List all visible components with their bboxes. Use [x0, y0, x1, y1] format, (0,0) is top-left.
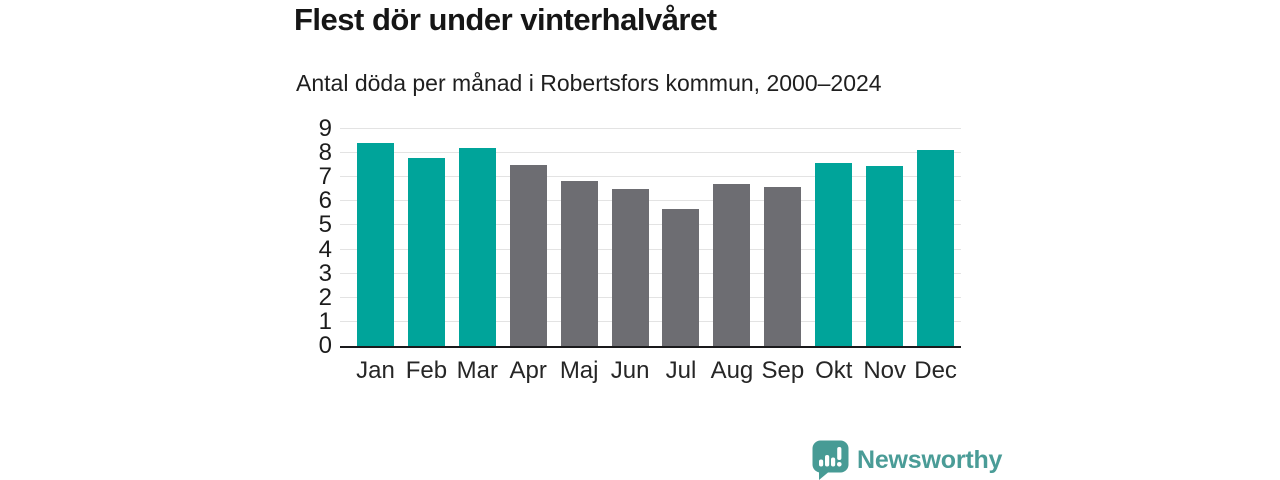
gridline-4 [340, 248, 961, 250]
x-axis-labels: Jan Feb Mar Apr Maj Jun Jul Aug Sep Okt Nov Dec [340, 357, 961, 385]
y-tick-label-4: 4 [318, 235, 332, 263]
bar-mar [458, 148, 496, 346]
newsworthy-logo: Newsworthy [812, 440, 1002, 480]
bar-column-jul [656, 129, 707, 346]
bar-series [340, 129, 961, 346]
bar-jul [662, 208, 700, 346]
x-tick-label-jul: Jul [665, 357, 697, 384]
gridline-7 [340, 176, 961, 178]
bar-column-jun [605, 129, 656, 346]
bar-column-sep [757, 129, 808, 346]
bar-column-dec [910, 129, 961, 346]
bar-chart-speech-bubble-icon [812, 440, 849, 480]
bar-column-okt [808, 129, 859, 346]
chart-subtitle: Antal döda per månad i Robertsfors kommu… [296, 70, 882, 96]
y-tick-label-6: 6 [318, 187, 332, 215]
x-tick-label-maj: Maj [559, 357, 599, 384]
bar-dec [917, 149, 955, 346]
y-tick-label-8: 8 [318, 139, 332, 167]
bar-column-nov [859, 129, 910, 346]
gridline-1 [340, 320, 961, 322]
x-tick-label-feb: Feb [405, 357, 448, 384]
y-tick-label-1: 1 [318, 307, 332, 335]
gridline-3 [340, 272, 961, 274]
y-tick-label-3: 3 [318, 259, 332, 287]
bar-column-aug [706, 129, 757, 346]
y-tick-label-7: 7 [318, 163, 332, 191]
gridline-9 [340, 128, 961, 129]
x-tick-label-dec: Dec [914, 357, 957, 384]
bar-jan [356, 143, 394, 346]
bar-column-maj [554, 129, 605, 346]
x-tick-label-jan: Jan [356, 357, 395, 384]
x-tick-label-nov: Nov [863, 357, 907, 384]
bar-column-mar [452, 129, 503, 346]
x-tick-label-aug: Aug [710, 357, 754, 384]
bar-aug [713, 184, 751, 346]
bar-jun [611, 189, 649, 346]
plot-area [340, 128, 961, 348]
x-tick-label-okt: Okt [815, 357, 853, 384]
x-tick-label-jun: Jun [610, 357, 650, 384]
x-tick-label-sep: Sep [761, 357, 805, 384]
bar-okt [815, 162, 853, 346]
bar-nov [866, 166, 904, 346]
y-tick-label-9: 9 [318, 115, 332, 142]
gridline-8 [340, 152, 961, 154]
bar-feb [407, 157, 445, 346]
gridline-6 [340, 200, 961, 202]
bar-apr [509, 165, 547, 346]
gridline-2 [340, 296, 961, 298]
brand-name: Newsworthy [857, 445, 1003, 474]
x-tick-label-mar: Mar [456, 357, 498, 384]
y-tick-label-2: 2 [318, 283, 332, 311]
bar-sep [764, 186, 802, 346]
bar-column-jan [350, 129, 401, 346]
y-tick-label-0: 0 [318, 332, 332, 359]
chart-title: Flest dör under vinterhalvåret [294, 2, 717, 37]
bar-maj [560, 180, 598, 346]
y-tick-label-5: 5 [318, 211, 332, 239]
x-tick-label-apr: Apr [509, 357, 547, 384]
gridline-5 [340, 224, 961, 226]
bar-column-feb [401, 129, 452, 346]
bar-column-apr [503, 129, 554, 346]
